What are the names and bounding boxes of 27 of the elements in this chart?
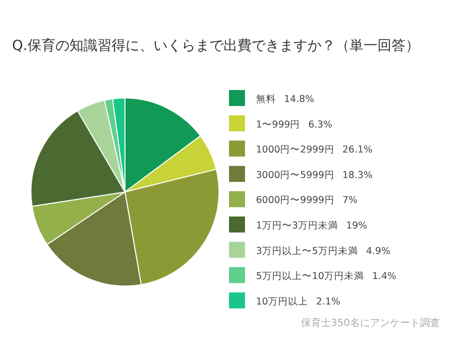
legend-label: 6000円〜9999円 — [256, 195, 334, 206]
pie-slice — [30, 110, 126, 207]
legend-label: 3000円〜5999円 — [256, 170, 334, 181]
data-label: 19% — [346, 220, 368, 232]
pie-slice — [124, 98, 201, 192]
pie-slice — [32, 192, 126, 246]
legend-label: 1〜999円 — [256, 119, 300, 130]
data-label: 7% — [342, 195, 358, 206]
chart-title: Q.保育の知識習得に、いくらまで出費できますか？（単一回答） — [12, 37, 420, 54]
data-label: 26.1% — [342, 144, 373, 156]
pie-slice — [124, 135, 217, 192]
text: 保育士350名にアンケート調査 — [300, 317, 440, 329]
legend-label: 1000円〜2999円 — [256, 144, 334, 156]
legend-label: 無料 — [256, 94, 276, 105]
data-label: 6.3% — [308, 119, 332, 130]
data-label: 18.3% — [342, 170, 373, 181]
data-label: 4.9% — [366, 246, 390, 257]
data-label: 14.8% — [284, 94, 314, 105]
legend-label: 5万円以上〜10万円未満 — [256, 271, 364, 282]
pie-slice — [77, 100, 126, 192]
data-label: 1.4% — [372, 271, 396, 282]
legend-label: 10万円以上 — [256, 296, 308, 308]
pie-slice — [124, 168, 220, 286]
legend-label: 1万円〜3万円未満 — [256, 220, 338, 232]
data-label: 2.1% — [316, 296, 340, 308]
pie-slice — [46, 192, 142, 286]
legend-label: 3万円以上〜5万円未満 — [256, 246, 358, 257]
